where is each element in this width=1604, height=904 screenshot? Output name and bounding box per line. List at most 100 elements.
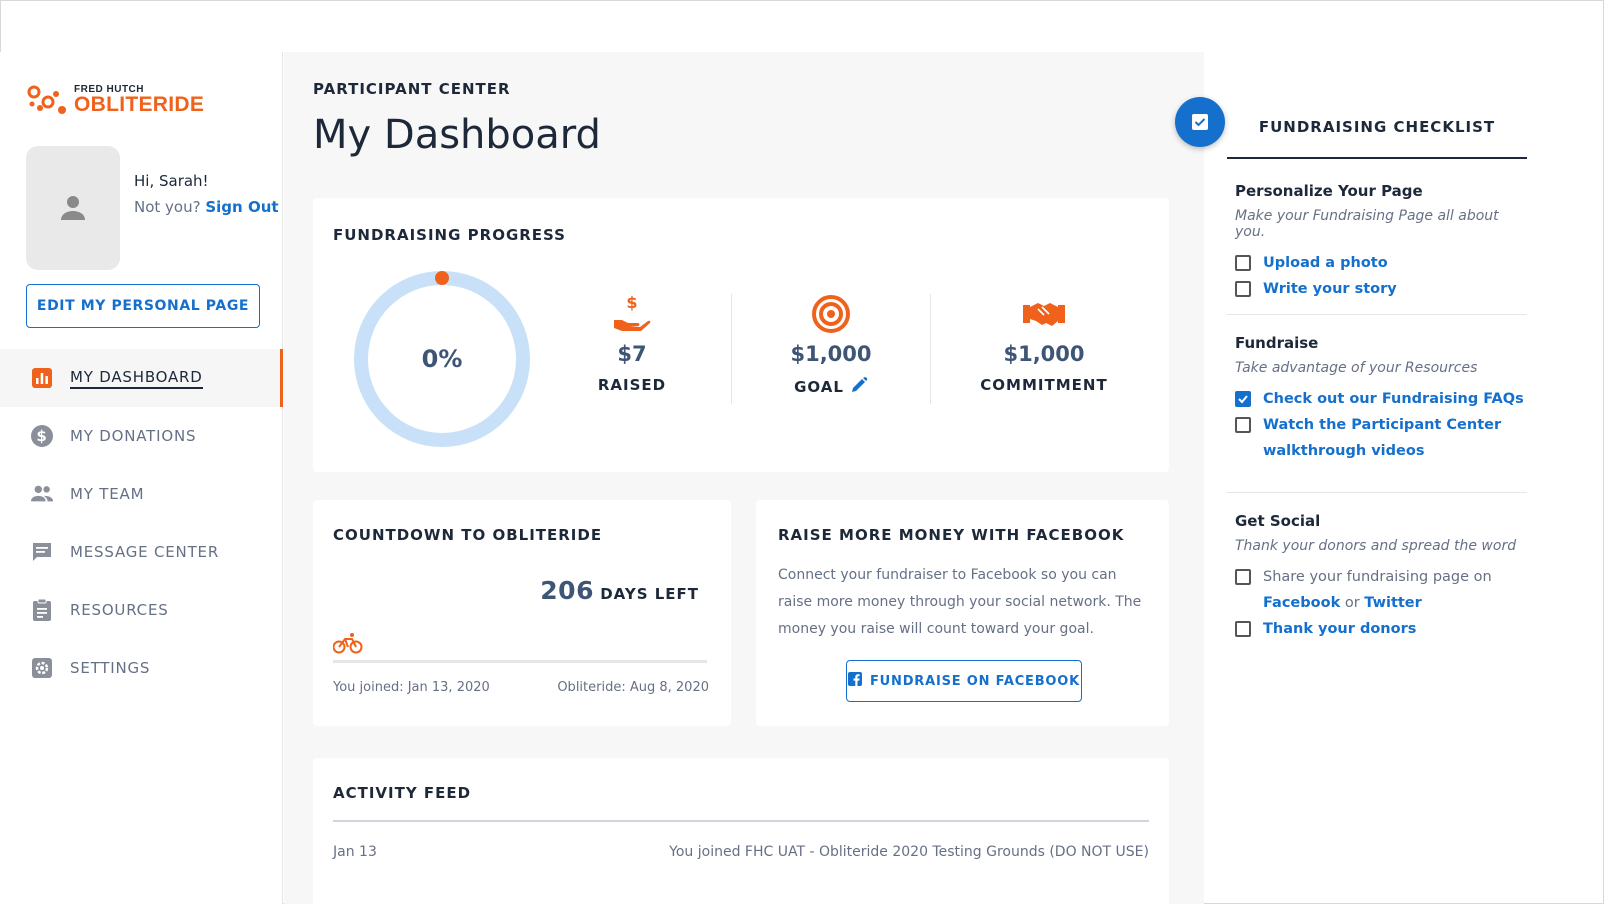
sidebar-item-settings[interactable]: SETTINGS bbox=[0, 639, 283, 697]
checklist-section-personalize: Personalize Your Page Make your Fundrais… bbox=[1235, 182, 1527, 302]
checklist-item[interactable]: Share your fundraising page on Facebook o… bbox=[1235, 564, 1527, 616]
brand-name: OBLITERIDE bbox=[74, 92, 205, 116]
section-title: Personalize Your Page bbox=[1235, 182, 1423, 200]
checkbox[interactable] bbox=[1235, 621, 1251, 637]
checkbox[interactable] bbox=[1235, 569, 1251, 585]
card-heading: COUNTDOWN TO OBLITERIDE bbox=[333, 526, 603, 544]
section-title: Get Social bbox=[1235, 512, 1321, 530]
card-heading: FUNDRAISING PROGRESS bbox=[333, 226, 566, 244]
svg-text:$: $ bbox=[626, 294, 637, 312]
feed-item-date: Jan 13 bbox=[333, 844, 377, 860]
checkbox[interactable] bbox=[1235, 281, 1251, 297]
sidebar-item-label: MY DASHBOARD bbox=[70, 368, 203, 389]
sidebar-item-my-donations[interactable]: $ MY DONATIONS bbox=[0, 407, 283, 465]
checklist-toggle-button[interactable] bbox=[1175, 97, 1225, 147]
write-story-link[interactable]: Write your story bbox=[1263, 281, 1397, 297]
sidebar-nav: MY DASHBOARD $ MY DONATIONS MY TEAM MESS… bbox=[0, 349, 283, 697]
fundraise-on-facebook-label: FUNDRAISE ON FACEBOOK bbox=[870, 673, 1080, 689]
brand-logo[interactable]: FRED HUTCH OBLITERIDE bbox=[26, 78, 204, 120]
section-description: Thank your donors and spread the word bbox=[1235, 538, 1517, 554]
upload-photo-link[interactable]: Upload a photo bbox=[1263, 255, 1388, 271]
or-text: or bbox=[1344, 595, 1360, 611]
commitment-label: COMMITMENT bbox=[980, 376, 1108, 394]
section-title: Fundraise bbox=[1235, 334, 1319, 352]
hand-dollar-icon: $ bbox=[542, 294, 722, 334]
not-you-row: Not you? Sign Out bbox=[134, 198, 279, 216]
sidebar-item-label: MESSAGE CENTER bbox=[70, 543, 220, 561]
checklist-item[interactable]: Watch the Participant Center walkthrough… bbox=[1235, 412, 1527, 464]
checklist-heading: FUNDRAISING CHECKLIST bbox=[1258, 118, 1496, 136]
goal-value: $1,000 bbox=[790, 342, 872, 366]
raised-stat: $ $7 RAISED bbox=[542, 294, 722, 394]
sidebar-item-my-team[interactable]: MY TEAM bbox=[0, 465, 283, 523]
message-icon bbox=[30, 540, 54, 564]
checklist-item[interactable]: Upload a photo bbox=[1235, 250, 1527, 276]
people-icon bbox=[30, 482, 54, 506]
walkthrough-videos-link[interactable]: Watch the Participant Center walkthrough… bbox=[1263, 417, 1502, 459]
checkbox-icon bbox=[1192, 114, 1208, 130]
page-title: My Dashboard bbox=[313, 112, 601, 158]
clipboard-icon bbox=[30, 598, 54, 622]
facebook-description: Connect your fundraiser to Facebook so y… bbox=[778, 567, 1142, 637]
twitter-link[interactable]: Twitter bbox=[1364, 595, 1422, 611]
sidebar-item-label: RESOURCES bbox=[70, 601, 169, 619]
checkbox[interactable] bbox=[1235, 255, 1251, 271]
sidebar-item-label: MY TEAM bbox=[70, 485, 145, 503]
activity-feed-card: ACTIVITY FEED Jan 13 You joined FHC UAT … bbox=[313, 758, 1169, 904]
progress-marker bbox=[435, 271, 449, 285]
svg-text:$: $ bbox=[36, 427, 47, 445]
section-description: Make your Fundraising Page all about you… bbox=[1235, 208, 1499, 240]
fundraising-faqs-link[interactable]: Check out our Fundraising FAQs bbox=[1263, 391, 1524, 407]
gear-icon bbox=[30, 656, 54, 680]
checkbox[interactable] bbox=[1235, 417, 1251, 433]
thank-donors-link[interactable]: Thank your donors bbox=[1263, 621, 1417, 637]
days-left: 206 DAYS LEFT bbox=[540, 576, 699, 605]
logo-mark-icon bbox=[26, 78, 70, 120]
target-icon bbox=[741, 294, 921, 334]
edit-personal-page-button[interactable]: EDIT MY PERSONAL PAGE bbox=[26, 284, 260, 328]
progress-ring bbox=[354, 271, 530, 447]
main-content: PARTICIPANT CENTER My Dashboard FUNDRAIS… bbox=[284, 52, 1204, 904]
bar-chart-icon bbox=[30, 366, 54, 390]
checklist-section-social: Get Social Thank your donors and spread … bbox=[1235, 512, 1527, 642]
card-heading: ACTIVITY FEED bbox=[333, 784, 472, 802]
countdown-card: COUNTDOWN TO OBLITERIDE 206 DAYS LEFT Yo… bbox=[313, 500, 731, 726]
sign-out-link[interactable]: Sign Out bbox=[205, 198, 279, 216]
checklist-item[interactable]: Check out our Fundraising FAQs bbox=[1235, 386, 1527, 412]
edit-goal-pencil-icon[interactable] bbox=[850, 376, 868, 398]
countdown-track bbox=[333, 660, 707, 663]
commitment-value: $1,000 bbox=[1003, 342, 1085, 366]
sidebar-item-message-center[interactable]: MESSAGE CENTER bbox=[0, 523, 283, 581]
days-label: DAYS LEFT bbox=[600, 585, 699, 603]
checkbox-checked[interactable] bbox=[1235, 391, 1251, 407]
fundraise-on-facebook-button[interactable]: FUNDRAISE ON FACEBOOK bbox=[846, 660, 1082, 702]
facebook-card: RAISE MORE MONEY WITH FACEBOOK Connect y… bbox=[756, 500, 1169, 726]
goal-stat: $1,000 GOAL bbox=[741, 294, 921, 398]
checklist-item[interactable]: Thank your donors bbox=[1235, 616, 1527, 642]
facebook-link[interactable]: Facebook bbox=[1263, 595, 1341, 611]
checklist-item[interactable]: Write your story bbox=[1235, 276, 1527, 302]
facebook-icon bbox=[848, 672, 862, 690]
days-number: 206 bbox=[540, 576, 594, 605]
dollar-circle-icon: $ bbox=[30, 424, 54, 448]
section-divider bbox=[1227, 492, 1527, 493]
goal-label: GOAL bbox=[794, 378, 844, 396]
user-greeting: Hi, Sarah! bbox=[134, 172, 209, 190]
divider bbox=[731, 294, 732, 404]
bicycle-icon bbox=[332, 632, 363, 658]
avatar[interactable] bbox=[26, 146, 120, 270]
sidebar-item-my-dashboard[interactable]: MY DASHBOARD bbox=[0, 349, 283, 407]
section-divider bbox=[1227, 314, 1527, 315]
card-heading: RAISE MORE MONEY WITH FACEBOOK bbox=[778, 526, 1125, 544]
checklist-divider bbox=[1227, 157, 1527, 159]
joined-date: You joined: Jan 13, 2020 bbox=[333, 680, 490, 695]
fundraising-progress-card: FUNDRAISING PROGRESS 0% $ $7 RAISED $1,0… bbox=[313, 198, 1169, 472]
feed-divider bbox=[333, 820, 1149, 822]
feed-item-text: You joined FHC UAT - Obliteride 2020 Tes… bbox=[669, 844, 1149, 860]
share-text: Share your fundraising page on bbox=[1263, 569, 1492, 585]
handshake-icon bbox=[954, 294, 1134, 334]
sidebar-item-resources[interactable]: RESOURCES bbox=[0, 581, 283, 639]
section-description: Take advantage of your Resources bbox=[1235, 360, 1478, 376]
sidebar-item-label: SETTINGS bbox=[70, 659, 151, 677]
commitment-stat: $1,000 COMMITMENT bbox=[954, 294, 1134, 394]
